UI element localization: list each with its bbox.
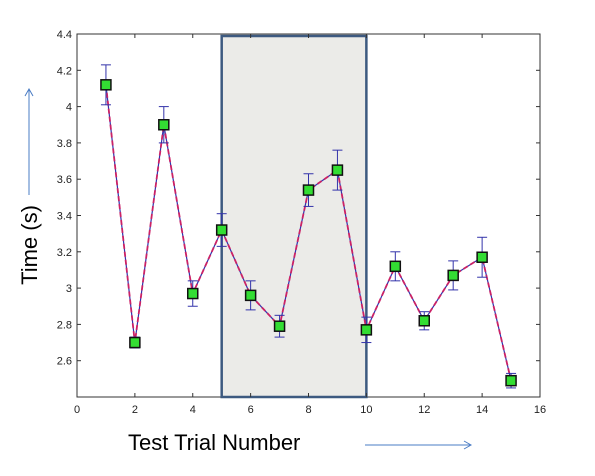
data-point-marker bbox=[389, 260, 402, 273]
y-tick-label: 2.6 bbox=[57, 356, 72, 368]
data-point-marker bbox=[273, 320, 286, 332]
y-tick-label: 3.4 bbox=[57, 211, 72, 223]
x-axis-arrow-icon bbox=[365, 440, 473, 450]
data-point-marker bbox=[360, 324, 373, 336]
y-axis-arrow-icon bbox=[24, 87, 34, 195]
data-point-marker bbox=[187, 287, 199, 300]
data-point-marker bbox=[158, 119, 170, 131]
data-point-marker bbox=[215, 224, 228, 236]
y-tick-label: 3.6 bbox=[57, 174, 72, 186]
x-axis: 0 2 4 6 8 10 12 14 16 bbox=[74, 34, 546, 416]
data-point-marker bbox=[302, 184, 315, 196]
y-tick-label: 3.2 bbox=[57, 247, 72, 259]
series-line-dashed bbox=[105, 84, 512, 381]
x-tick-label: 10 bbox=[360, 404, 372, 416]
x-tick-label: 14 bbox=[476, 404, 488, 416]
x-tick-label: 16 bbox=[534, 404, 546, 416]
x-tick-label: 2 bbox=[132, 404, 138, 416]
data-point-marker bbox=[447, 269, 459, 282]
x-tick-label: 8 bbox=[305, 404, 311, 416]
x-tick-label: 12 bbox=[418, 404, 430, 416]
data-point-marker bbox=[476, 251, 488, 263]
x-tick-label: 6 bbox=[248, 404, 254, 416]
x-tick-label: 4 bbox=[190, 404, 196, 416]
y-tick-label: 3.8 bbox=[57, 138, 72, 150]
x-tick-label: 0 bbox=[74, 404, 80, 416]
data-point-marker bbox=[244, 289, 257, 302]
series-layer bbox=[100, 64, 517, 389]
data-point-marker bbox=[100, 79, 112, 91]
y-tick-label: 4.2 bbox=[57, 65, 72, 77]
y-tick-label: 2.8 bbox=[57, 319, 72, 331]
y-tick-label: 4 bbox=[66, 102, 72, 114]
y-axis-label: Time (s) bbox=[17, 205, 42, 285]
highlight-region bbox=[220, 34, 368, 399]
y-tick-label: 3 bbox=[66, 283, 72, 295]
data-point-marker bbox=[418, 315, 430, 327]
data-point-marker bbox=[129, 336, 141, 349]
x-axis-label: Test Trial Number bbox=[128, 430, 300, 455]
data-point-marker bbox=[331, 164, 344, 176]
y-tick-label: 4.4 bbox=[57, 29, 72, 41]
data-point-marker bbox=[505, 374, 517, 387]
y-axis: 2.6 2.8 3 3.2 3.4 3.6 3.8 4 4.2 4.4 bbox=[57, 29, 540, 368]
